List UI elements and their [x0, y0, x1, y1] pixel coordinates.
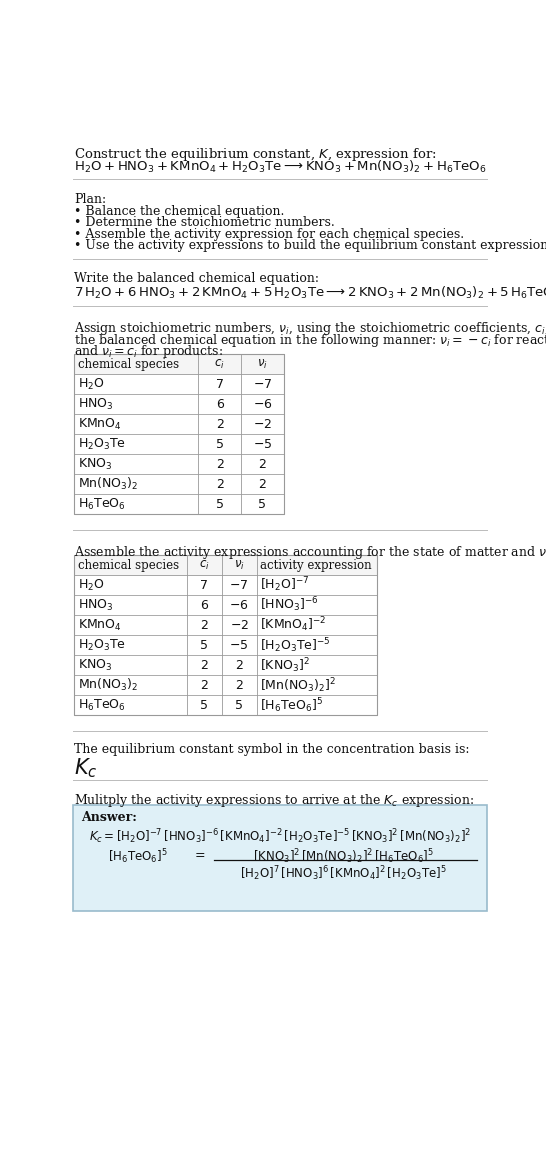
FancyBboxPatch shape — [74, 575, 377, 595]
Text: 2: 2 — [235, 679, 243, 692]
Text: $\mathrm{H_2O + HNO_3 + KMnO_4 + H_2O_3Te} \longrightarrow \mathrm{KNO_3 + Mn(NO: $\mathrm{H_2O + HNO_3 + KMnO_4 + H_2O_3T… — [74, 159, 487, 175]
Text: $\mathrm{H_2O}$: $\mathrm{H_2O}$ — [78, 377, 105, 392]
Text: $-7$: $-7$ — [229, 579, 249, 592]
Text: $[\mathrm{H_2O}]^{-7}$: $[\mathrm{H_2O}]^{-7}$ — [260, 575, 310, 594]
Text: $\mathrm{H_2O}$: $\mathrm{H_2O}$ — [78, 578, 105, 593]
Text: activity expression: activity expression — [260, 559, 372, 572]
Text: $-5$: $-5$ — [253, 438, 272, 450]
FancyBboxPatch shape — [73, 804, 486, 910]
Text: $[\mathrm{KNO_3}]^2\,[\mathrm{Mn(NO_3)_2}]^2\,[\mathrm{H_6TeO_6}]^5$: $[\mathrm{KNO_3}]^2\,[\mathrm{Mn(NO_3)_2… — [253, 847, 434, 866]
Text: 6: 6 — [200, 599, 208, 612]
Text: 5: 5 — [216, 498, 224, 511]
Text: $[\mathrm{H_6TeO_6}]^5$: $[\mathrm{H_6TeO_6}]^5$ — [260, 696, 324, 714]
Text: 2: 2 — [235, 658, 243, 672]
Text: chemical species: chemical species — [78, 559, 180, 572]
FancyBboxPatch shape — [74, 696, 377, 715]
Text: $c_i$: $c_i$ — [199, 559, 210, 572]
Text: the balanced chemical equation in the following manner: $\nu_i = -c_i$ for react: the balanced chemical equation in the fo… — [74, 331, 546, 349]
FancyBboxPatch shape — [74, 354, 284, 375]
Text: 7: 7 — [200, 579, 208, 592]
Text: 5: 5 — [235, 699, 243, 712]
Text: 2: 2 — [258, 457, 266, 470]
Text: $[\mathrm{KNO_3}]^2$: $[\mathrm{KNO_3}]^2$ — [260, 656, 310, 675]
Text: $c_i$: $c_i$ — [215, 357, 225, 371]
Text: $-7$: $-7$ — [253, 378, 272, 391]
FancyBboxPatch shape — [74, 676, 377, 696]
Text: • Balance the chemical equation.: • Balance the chemical equation. — [74, 204, 285, 218]
Text: $\mathrm{KMnO_4}$: $\mathrm{KMnO_4}$ — [78, 617, 122, 633]
Text: $\mathrm{H_2O_3Te}$: $\mathrm{H_2O_3Te}$ — [78, 637, 127, 652]
Text: $[\mathrm{H_2O}]^7\,[\mathrm{HNO_3}]^6\,[\mathrm{KMnO_4}]^2\,[\mathrm{H_2O_3Te}]: $[\mathrm{H_2O}]^7\,[\mathrm{HNO_3}]^6\,… — [240, 864, 447, 882]
Text: The equilibrium constant symbol in the concentration basis is:: The equilibrium constant symbol in the c… — [74, 743, 470, 756]
Text: 7: 7 — [216, 378, 224, 391]
Text: $\mathrm{Mn(NO_3)_2}$: $\mathrm{Mn(NO_3)_2}$ — [78, 476, 139, 492]
FancyBboxPatch shape — [74, 474, 284, 495]
Text: $-6$: $-6$ — [229, 599, 249, 612]
FancyBboxPatch shape — [74, 414, 284, 434]
Text: • Determine the stoichiometric numbers.: • Determine the stoichiometric numbers. — [74, 216, 335, 229]
FancyBboxPatch shape — [74, 655, 377, 676]
Text: Construct the equilibrium constant, $K$, expression for:: Construct the equilibrium constant, $K$,… — [74, 146, 437, 163]
Text: and $\nu_i = c_i$ for products:: and $\nu_i = c_i$ for products: — [74, 343, 224, 361]
Text: Answer:: Answer: — [81, 811, 136, 824]
Text: $\mathrm{H_2O_3Te}$: $\mathrm{H_2O_3Te}$ — [78, 436, 127, 452]
Text: 2: 2 — [216, 418, 224, 431]
FancyBboxPatch shape — [74, 394, 284, 414]
Text: $\nu_i$: $\nu_i$ — [234, 559, 245, 572]
FancyBboxPatch shape — [74, 434, 284, 454]
Text: Assign stoichiometric numbers, $\nu_i$, using the stoichiometric coefficients, $: Assign stoichiometric numbers, $\nu_i$, … — [74, 320, 546, 337]
Text: • Use the activity expressions to build the equilibrium constant expression.: • Use the activity expressions to build … — [74, 239, 546, 252]
Text: $\mathrm{Mn(NO_3)_2}$: $\mathrm{Mn(NO_3)_2}$ — [78, 677, 139, 693]
Text: $-2$: $-2$ — [229, 619, 248, 631]
Text: 2: 2 — [216, 477, 224, 491]
FancyBboxPatch shape — [74, 495, 284, 515]
Text: 5: 5 — [258, 498, 266, 511]
Text: $-5$: $-5$ — [229, 638, 249, 651]
FancyBboxPatch shape — [74, 615, 377, 635]
Text: Assemble the activity expressions accounting for the state of matter and $\nu_i$: Assemble the activity expressions accoun… — [74, 544, 546, 560]
Text: 2: 2 — [200, 658, 208, 672]
Text: 5: 5 — [216, 438, 224, 450]
Text: $[\mathrm{KMnO_4}]^{-2}$: $[\mathrm{KMnO_4}]^{-2}$ — [260, 616, 327, 635]
Text: $-6$: $-6$ — [253, 398, 272, 411]
Text: $\mathrm{HNO_3}$: $\mathrm{HNO_3}$ — [78, 397, 114, 412]
Text: $7\,\mathrm{H_2O} + 6\,\mathrm{HNO_3} + 2\,\mathrm{KMnO_4} + 5\,\mathrm{H_2O_3Te: $7\,\mathrm{H_2O} + 6\,\mathrm{HNO_3} + … — [74, 285, 546, 301]
Text: $\mathrm{H_6TeO_6}$: $\mathrm{H_6TeO_6}$ — [78, 698, 126, 713]
FancyBboxPatch shape — [74, 555, 377, 575]
FancyBboxPatch shape — [74, 375, 284, 394]
Text: chemical species: chemical species — [78, 357, 180, 371]
Text: $\mathrm{H_6TeO_6}$: $\mathrm{H_6TeO_6}$ — [78, 497, 126, 512]
Text: 6: 6 — [216, 398, 224, 411]
Text: Plan:: Plan: — [74, 194, 106, 207]
Text: $-2$: $-2$ — [253, 418, 272, 431]
Text: $\nu_i$: $\nu_i$ — [257, 357, 268, 371]
Text: 2: 2 — [216, 457, 224, 470]
Text: $\mathrm{KMnO_4}$: $\mathrm{KMnO_4}$ — [78, 417, 122, 432]
Text: $[\mathrm{HNO_3}]^{-6}$: $[\mathrm{HNO_3}]^{-6}$ — [260, 596, 319, 615]
Text: $[\mathrm{H_2O_3Te}]^{-5}$: $[\mathrm{H_2O_3Te}]^{-5}$ — [260, 636, 331, 655]
Text: • Assemble the activity expression for each chemical species.: • Assemble the activity expression for e… — [74, 228, 465, 240]
Text: $K_c$: $K_c$ — [74, 757, 98, 781]
Text: 2: 2 — [200, 679, 208, 692]
Text: $[\mathrm{H_6TeO_6}]^5$: $[\mathrm{H_6TeO_6}]^5$ — [108, 847, 168, 866]
Text: 2: 2 — [200, 619, 208, 631]
Text: $\mathrm{KNO_3}$: $\mathrm{KNO_3}$ — [78, 658, 112, 672]
Text: $\mathrm{HNO_3}$: $\mathrm{HNO_3}$ — [78, 598, 114, 613]
Text: Write the balanced chemical equation:: Write the balanced chemical equation: — [74, 272, 319, 286]
Text: $=$: $=$ — [192, 847, 205, 860]
Text: $K_c = [\mathrm{H_2O}]^{-7}\,[\mathrm{HNO_3}]^{-6}\,[\mathrm{KMnO_4}]^{-2}\,[\ma: $K_c = [\mathrm{H_2O}]^{-7}\,[\mathrm{HN… — [88, 827, 471, 846]
FancyBboxPatch shape — [74, 595, 377, 615]
Text: 2: 2 — [258, 477, 266, 491]
Text: Mulitply the activity expressions to arrive at the $K_c$ expression:: Mulitply the activity expressions to arr… — [74, 792, 474, 809]
Text: 5: 5 — [200, 638, 208, 651]
Text: $[\mathrm{Mn(NO_3)_2}]^2$: $[\mathrm{Mn(NO_3)_2}]^2$ — [260, 676, 337, 694]
Text: $\mathrm{KNO_3}$: $\mathrm{KNO_3}$ — [78, 456, 112, 471]
FancyBboxPatch shape — [74, 635, 377, 655]
Text: 5: 5 — [200, 699, 208, 712]
FancyBboxPatch shape — [74, 454, 284, 474]
